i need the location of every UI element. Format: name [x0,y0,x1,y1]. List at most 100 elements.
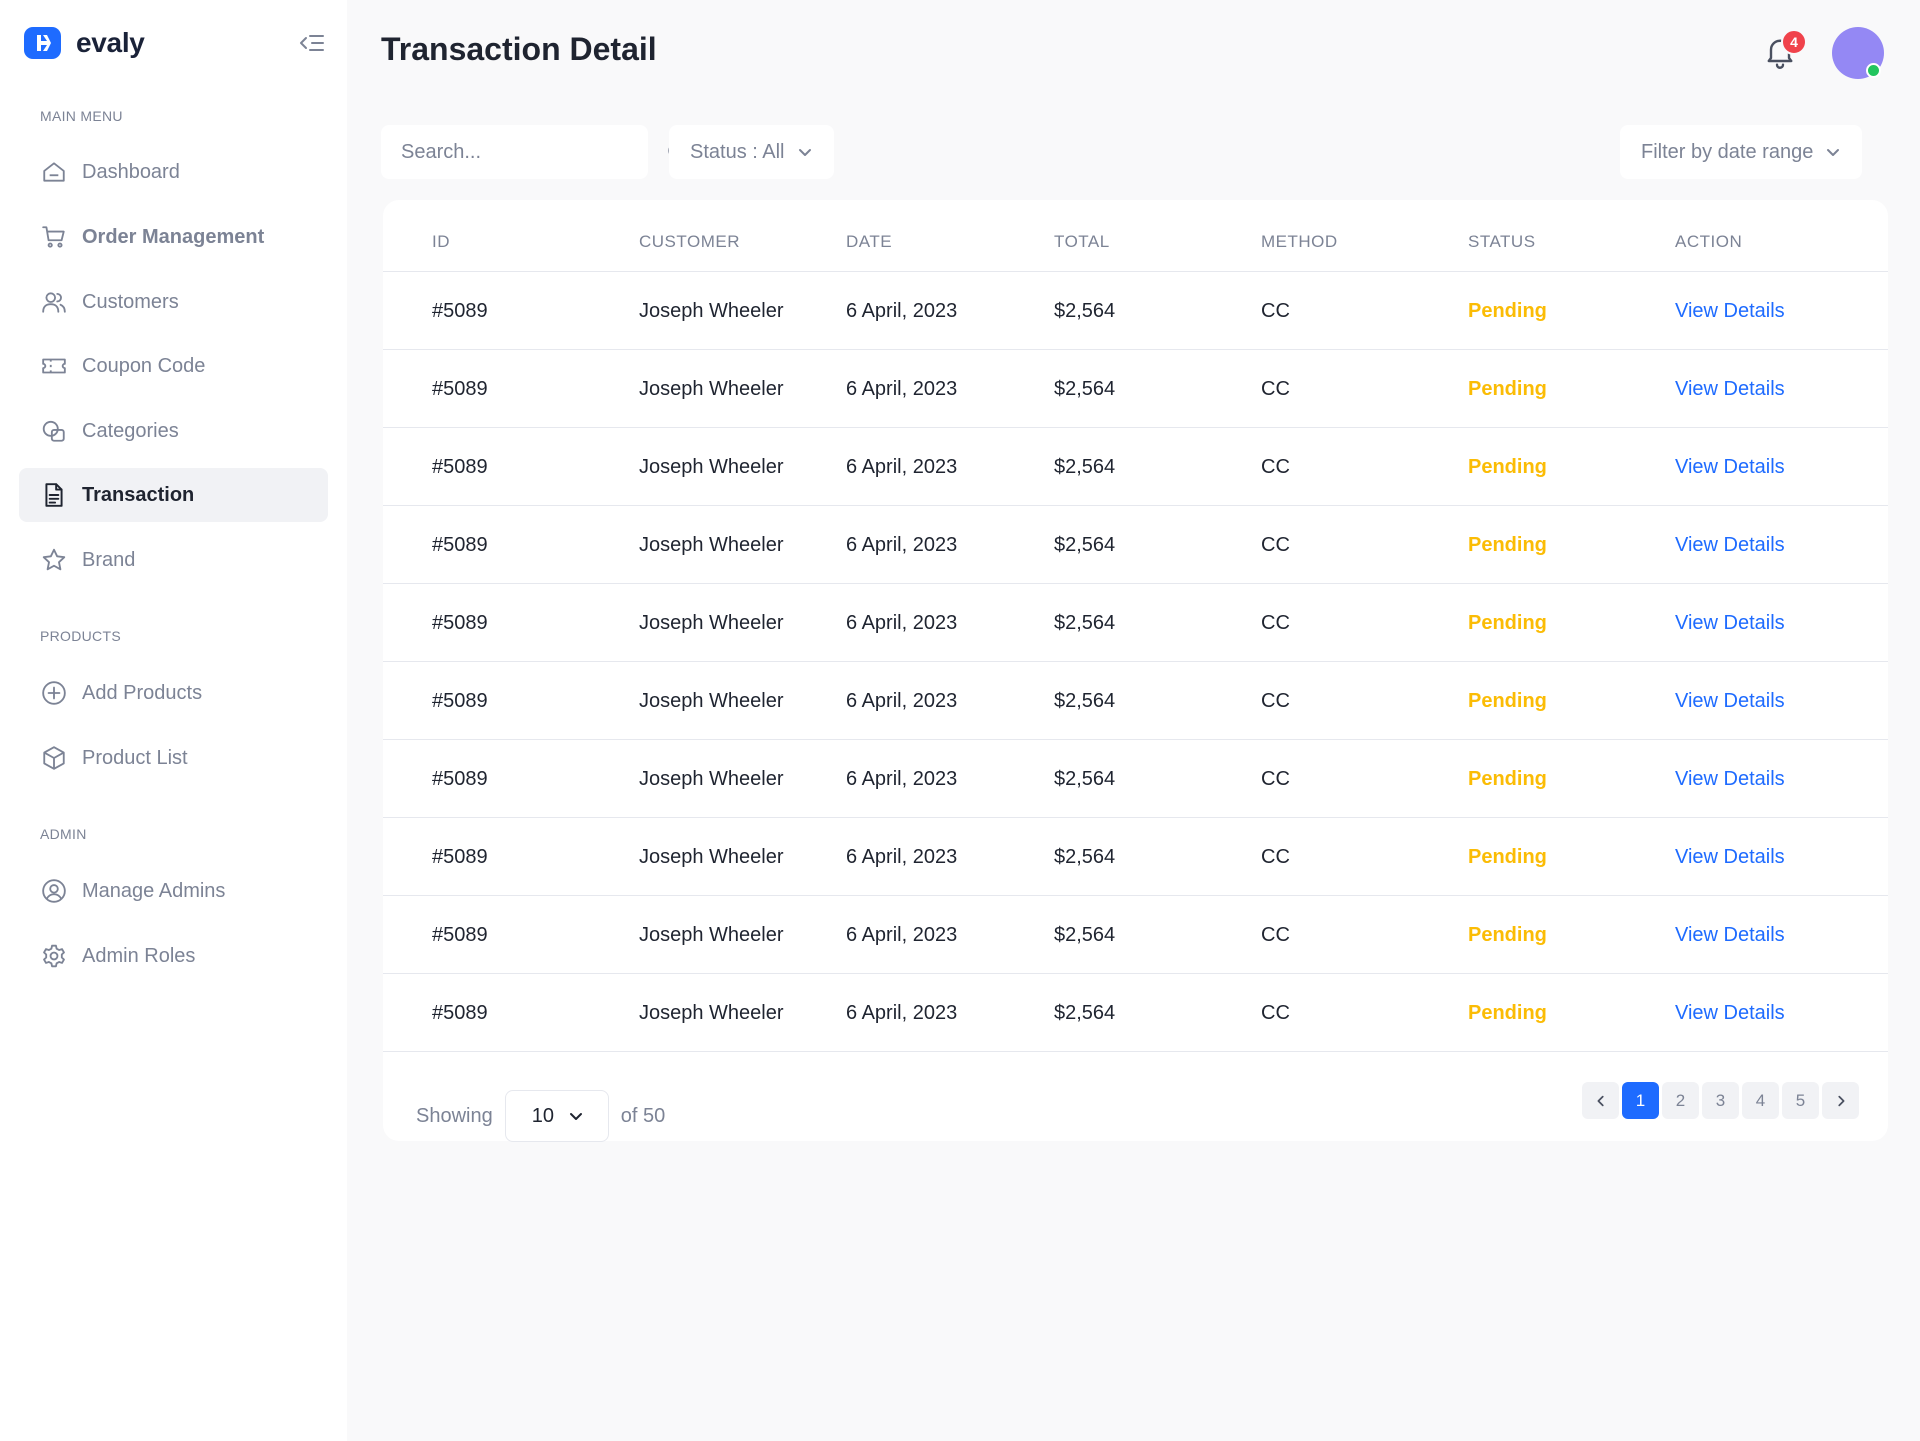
sidebar-item-label: Add Products [82,681,203,704]
view-details-link[interactable]: View Details [1675,612,1785,634]
cell-date: 6 April, 2023 [846,846,958,868]
cell-total: $2,564 [1054,768,1116,790]
sidebar-item-manage-admins[interactable]: Manage Admins [19,864,328,918]
cell-method: CC [1261,612,1290,634]
sidebar-item-product-list[interactable]: Product List [19,731,328,785]
cell-id: #5089 [432,1002,488,1024]
table-row: #5089 Joseph Wheeler 6 April, 2023 $2,564 CC… [383,974,1888,1052]
view-details-link[interactable]: View Details [1675,768,1785,790]
view-details-link[interactable]: View Details [1675,690,1785,712]
sidebar-item-categories[interactable]: Categories [19,404,328,458]
cell-customer: Joseph Wheeler [639,690,784,712]
table-row: #5089 Joseph Wheeler 6 April, 2023 $2,564 CC… [383,740,1888,818]
collapse-menu-icon [300,35,324,51]
sidebar-item-coupon-code[interactable]: Coupon Code [19,339,328,393]
search-input[interactable] [401,140,666,164]
sidebar-item-add-products[interactable]: Add Products [19,666,328,720]
cell-date: 6 April, 2023 [846,1002,958,1024]
cell-method: CC [1261,690,1290,712]
chevron-down-icon [568,1108,584,1124]
cell-date: 6 April, 2023 [846,768,958,790]
cart-icon [40,223,68,251]
table-row: #5089 Joseph Wheeler 6 April, 2023 $2,564 CC… [383,662,1888,740]
column-header-method: METHOD [1261,232,1338,251]
brand[interactable]: evaly [24,26,145,60]
previous-page-button[interactable] [1582,1082,1619,1119]
sidebar-item-label: Customers [82,290,179,313]
sidebar-item-label: Categories [82,419,179,442]
cell-id: #5089 [432,768,488,790]
status-badge: Pending [1468,612,1547,634]
sidebar-item-dashboard[interactable]: Dashboard [19,145,328,199]
page-size-control: Showing 10 of 50 [416,1090,665,1142]
status-filter-dropdown[interactable]: Status : All [669,125,834,179]
sidebar-item-customers[interactable]: Customers [19,275,328,329]
table-row: #5089 Joseph Wheeler 6 April, 2023 $2,564 CC… [383,272,1888,350]
cell-total: $2,564 [1054,456,1116,478]
section-label-main-menu: MAIN MENU [40,108,123,124]
view-details-link[interactable]: View Details [1675,378,1785,400]
status-badge: Pending [1468,846,1547,868]
cell-id: #5089 [432,300,488,322]
cell-customer: Joseph Wheeler [639,378,784,400]
cell-customer: Joseph Wheeler [639,456,784,478]
column-header-action: ACTION [1675,232,1743,251]
cell-id: #5089 [432,846,488,868]
sidebar-item-transaction[interactable]: Transaction [19,468,328,522]
view-details-link[interactable]: View Details [1675,846,1785,868]
cell-total: $2,564 [1054,924,1116,946]
app-name: evaly [76,27,145,58]
view-details-link[interactable]: View Details [1675,456,1785,478]
cell-id: #5089 [432,612,488,634]
table-row: #5089 Joseph Wheeler 6 April, 2023 $2,564 CC… [383,584,1888,662]
cell-date: 6 April, 2023 [846,924,958,946]
page-button-5[interactable]: 5 [1782,1082,1819,1119]
sidebar-item-label: Order Management [82,225,265,248]
sidebar-item-label: Manage Admins [82,879,226,902]
column-header-total: TOTAL [1054,232,1110,251]
cell-total: $2,564 [1054,846,1116,868]
ticket-icon [40,352,68,380]
cell-id: #5089 [432,690,488,712]
sidebar-item-brand[interactable]: Brand [19,533,328,587]
table-row: #5089 Joseph Wheeler 6 April, 2023 $2,564 CC… [383,428,1888,506]
cell-id: #5089 [432,924,488,946]
page-size-select[interactable]: 10 [504,1090,609,1142]
date-range-filter-dropdown[interactable]: Filter by date range [1620,125,1863,179]
status-badge: Pending [1468,300,1547,322]
sidebar-item-label: Transaction [82,483,195,506]
cell-date: 6 April, 2023 [846,690,958,712]
page-button-3[interactable]: 3 [1702,1082,1739,1119]
chevron-down-icon [1825,144,1841,160]
sidebar: evaly MAIN MENU Dashboard Order Manageme… [0,0,347,1441]
cell-method: CC [1261,1002,1290,1024]
sidebar-item-order-management[interactable]: Order Management [19,210,328,264]
categories-icon [40,417,68,445]
column-header-date: DATE [846,232,893,251]
cell-id: #5089 [432,534,488,556]
view-details-link[interactable]: View Details [1675,924,1785,946]
total-count-label: of 50 [620,1104,666,1127]
cell-customer: Joseph Wheeler [639,612,784,634]
next-page-button[interactable] [1822,1082,1859,1119]
page-button-4[interactable]: 4 [1742,1082,1779,1119]
cell-method: CC [1261,846,1290,868]
status-badge: Pending [1468,924,1547,946]
gear-icon [40,942,68,970]
page-button-2[interactable]: 2 [1662,1082,1699,1119]
cell-date: 6 April, 2023 [846,456,958,478]
cell-total: $2,564 [1054,300,1116,322]
page-button-1[interactable]: 1 [1622,1082,1659,1119]
view-details-link[interactable]: View Details [1675,300,1785,322]
sidebar-item-admin-roles[interactable]: Admin Roles [19,929,328,983]
cell-total: $2,564 [1054,1002,1116,1024]
evaly-logo-icon [24,27,61,59]
collapse-sidebar-button[interactable] [297,28,327,58]
view-details-link[interactable]: View Details [1675,1002,1785,1024]
star-icon [40,546,68,574]
section-label-admin: ADMIN [40,826,87,842]
view-details-link[interactable]: View Details [1675,534,1785,556]
table-row: #5089 Joseph Wheeler 6 April, 2023 $2,564 CC… [383,818,1888,896]
cell-method: CC [1261,924,1290,946]
cell-customer: Joseph Wheeler [639,924,784,946]
